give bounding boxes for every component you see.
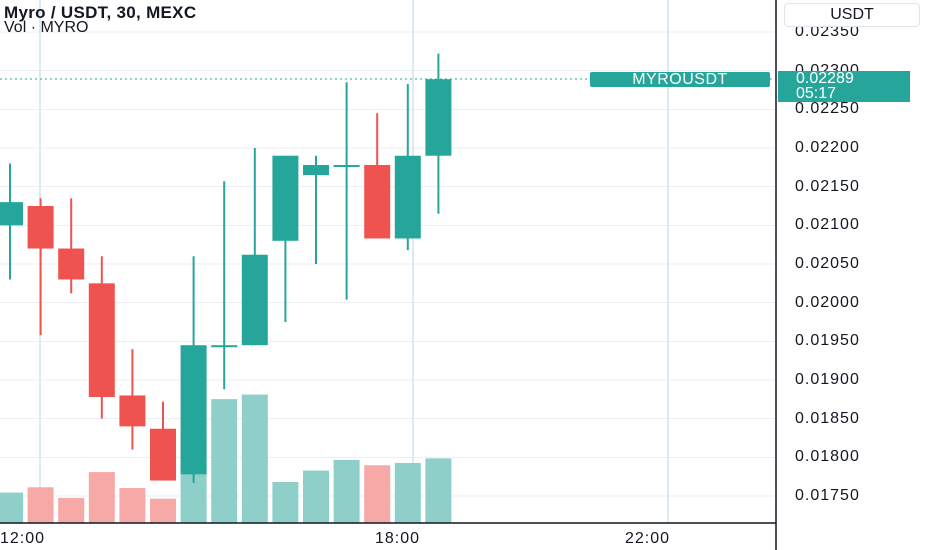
volume-bar — [425, 458, 452, 523]
volume-bar — [364, 465, 391, 523]
last-price-value: 0.02289 — [796, 70, 854, 87]
volume-bar — [241, 394, 268, 523]
symbol-price-tag: MYROUSDT — [590, 72, 770, 88]
price-tick-label: 0.02150 — [795, 177, 860, 195]
volume-indicator-label[interactable]: Vol · MYRO — [4, 19, 89, 36]
candle-body — [58, 248, 85, 280]
volume-bar — [333, 459, 360, 523]
time-tick-label: 22:00 — [625, 530, 671, 547]
price-tick-label: 0.02000 — [795, 293, 860, 311]
last-price-label: 0.02289 05:17 — [778, 71, 910, 102]
candle-body — [27, 206, 54, 249]
candle-body — [272, 155, 299, 241]
volume-bar — [150, 498, 176, 523]
volume-bar — [272, 481, 299, 523]
candle-body — [88, 283, 115, 398]
candle-body — [150, 428, 176, 481]
candle-body — [0, 202, 23, 226]
candles — [0, 53, 452, 483]
price-tick-label: 0.02200 — [795, 139, 860, 156]
price-tick-label: 0.01800 — [795, 448, 860, 466]
volume-bar — [394, 462, 421, 523]
candle-body — [119, 395, 146, 427]
volume-bar — [211, 399, 238, 523]
volume-bar — [0, 492, 23, 523]
volume-bar — [303, 470, 329, 523]
price-tick-label: 0.02350 — [795, 23, 860, 40]
price-tick-label: 0.02250 — [795, 100, 860, 118]
candle-body — [180, 345, 207, 475]
price-tick-label: 0.01900 — [795, 371, 860, 388]
currency-button[interactable]: USDT — [784, 3, 920, 27]
time-tick-label: 12:00 — [0, 530, 46, 547]
price-tick-label: 0.01950 — [795, 332, 860, 350]
volume-bar — [58, 497, 85, 523]
candle-body — [333, 165, 360, 168]
candle-body — [364, 165, 391, 239]
price-tick-label: 0.02050 — [795, 255, 860, 272]
candle-body — [394, 155, 421, 239]
candle-body — [211, 345, 238, 348]
volume-bar — [119, 488, 146, 523]
price-tick-label: 0.01850 — [795, 409, 860, 427]
candle-body — [241, 254, 268, 346]
time-tick-label: 18:00 — [375, 530, 421, 547]
candle-body — [303, 165, 329, 176]
volume-bar — [27, 487, 54, 523]
candle-body — [425, 79, 452, 156]
volume-bars — [0, 394, 452, 523]
volume-bar — [88, 472, 115, 523]
symbol-title[interactable]: Myro / USDT, 30, MEXC — [4, 3, 197, 22]
bar-countdown: 05:17 — [796, 85, 837, 102]
price-tick-label: 0.01750 — [795, 487, 860, 504]
price-tick-label: 0.02100 — [795, 216, 860, 234]
